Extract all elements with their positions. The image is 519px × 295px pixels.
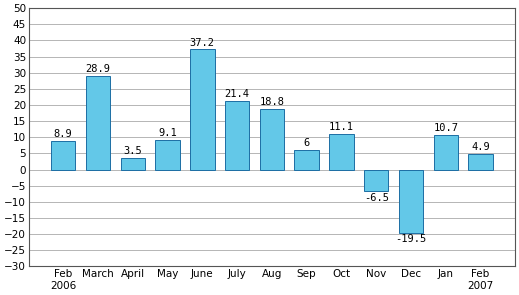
Text: 28.9: 28.9 (86, 64, 111, 74)
Bar (433, 135, 458, 170)
Bar (294, 150, 319, 170)
Text: 11.1: 11.1 (329, 122, 354, 132)
Bar (329, 134, 353, 170)
Bar (225, 101, 249, 170)
Text: 37.2: 37.2 (190, 37, 215, 47)
Text: 3.5: 3.5 (124, 146, 142, 156)
Text: -6.5: -6.5 (364, 193, 389, 203)
Bar (469, 154, 493, 170)
Bar (399, 170, 423, 232)
Text: 10.7: 10.7 (433, 123, 458, 133)
Bar (155, 140, 180, 170)
Text: 4.9: 4.9 (471, 142, 490, 152)
Text: 8.9: 8.9 (54, 129, 73, 139)
Text: 21.4: 21.4 (225, 88, 250, 99)
Text: 18.8: 18.8 (260, 97, 284, 107)
Bar (51, 141, 75, 170)
Bar (120, 158, 145, 170)
Bar (190, 50, 214, 170)
Bar (260, 109, 284, 170)
Text: -19.5: -19.5 (395, 235, 427, 245)
Bar (364, 170, 388, 191)
Text: 6: 6 (304, 138, 310, 148)
Text: 9.1: 9.1 (158, 128, 177, 138)
Bar (86, 76, 110, 170)
